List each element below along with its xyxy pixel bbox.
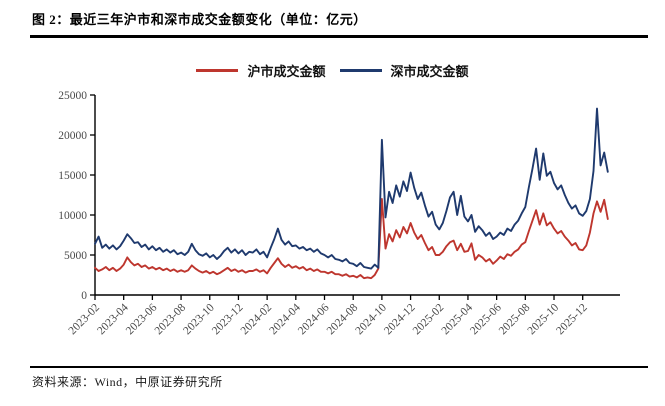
x-axis-tick-label: 2024-06 [296, 301, 332, 337]
y-axis-tick-label: 20000 [58, 130, 87, 142]
x-axis-tick-label: 2024-08 [325, 301, 361, 337]
bottom-divider [30, 366, 648, 368]
legend-item-shenzhen: 深市成交金额 [339, 61, 469, 80]
y-axis-tick-label: 10000 [58, 210, 87, 222]
shanghai-volume-line [94, 198, 609, 280]
figure-title: 图 2：最近三年沪市和深市成交金额变化（单位：亿元） [32, 12, 367, 27]
x-axis-tick-label: 2024-10 [353, 301, 389, 337]
source-note: 资料来源：Wind，中原证券研究所 [32, 375, 223, 389]
legend-label-shanghai: 沪市成交金额 [247, 64, 326, 79]
x-axis-tick-label: 2023-10 [181, 301, 217, 337]
x-axis-tick-label: 2024-12 [382, 301, 418, 337]
x-axis-tick-label: 2023-08 [153, 301, 189, 337]
x-axis-tick-label: 2023-04 [95, 301, 131, 337]
legend-line-shenzhen [339, 69, 382, 72]
shenzhen-volume-line [94, 107, 609, 270]
volume-line-chart: 05000100001500020000250002023-022023-042… [58, 90, 620, 337]
x-axis-tick-label: 2024-04 [267, 301, 303, 337]
y-axis-tick-label: 15000 [58, 170, 87, 182]
legend-label-shenzhen: 深市成交金额 [390, 64, 469, 79]
x-axis-tick-label: 2025-12 [554, 301, 590, 337]
x-axis-tick-label: 2023-02 [67, 301, 103, 337]
y-axis-tick-label: 25000 [58, 90, 87, 102]
legend-item-shanghai: 沪市成交金额 [196, 61, 326, 80]
x-axis-tick-label: 2025-06 [468, 301, 504, 337]
x-axis-tick-label: 2024-02 [239, 301, 275, 337]
x-axis-tick-label: 2025-04 [439, 301, 475, 337]
x-axis-tick-label: 2023-12 [210, 301, 246, 337]
title-divider [30, 35, 648, 38]
x-axis-tick-label: 2025-02 [411, 301, 447, 337]
x-axis-tick-label: 2025-10 [526, 301, 562, 337]
y-axis-tick-label: 0 [81, 290, 87, 302]
x-axis-tick-label: 2023-06 [124, 301, 160, 337]
y-axis-tick-label: 5000 [64, 250, 87, 262]
chart-legend: 沪市成交金额 深市成交金额 [0, 61, 665, 80]
legend-line-shanghai [196, 69, 239, 72]
x-axis-tick-label: 2025-08 [497, 301, 533, 337]
